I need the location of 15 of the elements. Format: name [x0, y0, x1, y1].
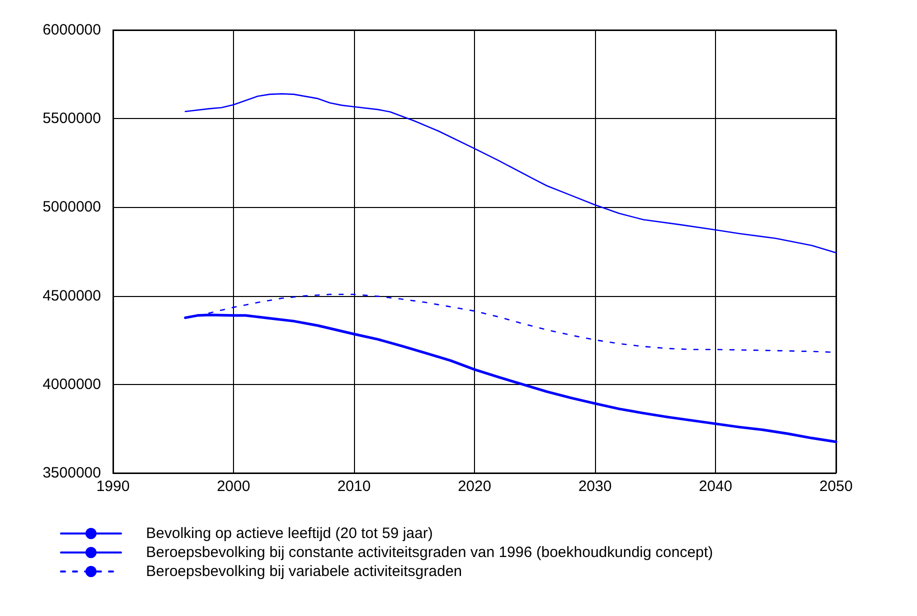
- legend-label: Bevolking op actieve leeftijd (20 tot 59 jaar): [146, 525, 433, 542]
- y-tick-label: 5500000: [42, 110, 101, 128]
- x-tick-label: 2000: [216, 478, 250, 495]
- y-tick-label: 6000000: [42, 22, 101, 38]
- x-tick-label: 2050: [819, 478, 853, 495]
- y-tick-label: 4000000: [42, 376, 101, 393]
- y-tick-label: 4500000: [42, 287, 101, 304]
- x-tick-label: 2030: [578, 478, 612, 495]
- legend-label: Beroepsbevolking bij constante activiteitsgraden van 1996 (boekhoudkundig concept): [146, 544, 714, 561]
- x-tick-label: 2040: [698, 478, 732, 495]
- line-series: [184, 93, 837, 254]
- y-tick-label: 5000000: [42, 198, 101, 216]
- legend-label: Beroepsbevolking bij variabele activiteitsgraden: [146, 563, 462, 580]
- x-tick-label: 2020: [458, 478, 492, 495]
- x-tick-label: 2010: [337, 478, 371, 495]
